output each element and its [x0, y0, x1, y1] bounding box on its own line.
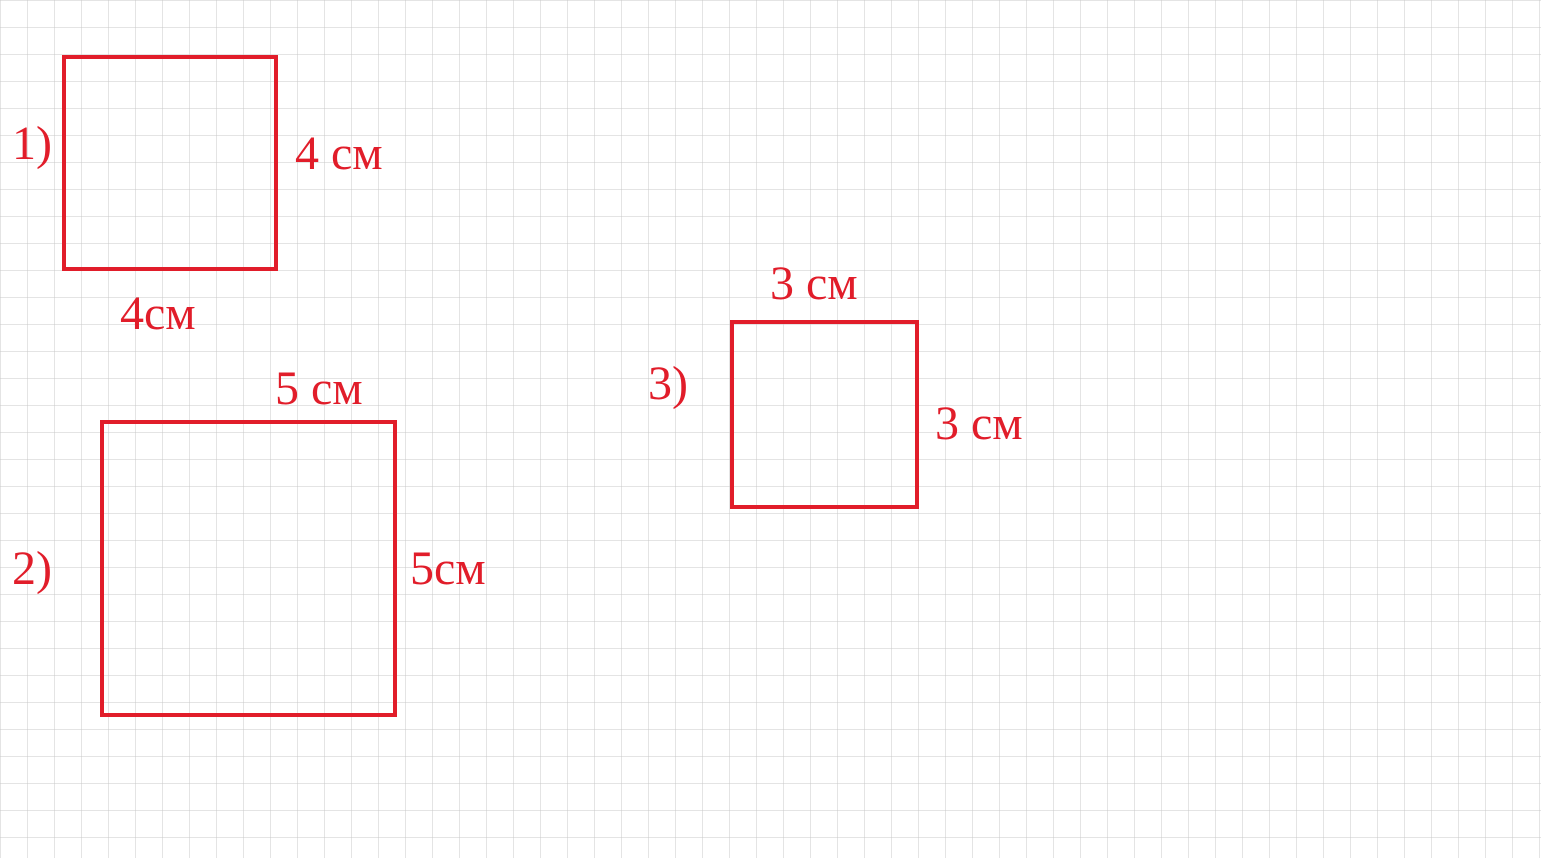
square-1-bottom-dimension: 4см: [120, 290, 196, 338]
square-3: [730, 320, 919, 509]
square-2-right-dimension: 5см: [410, 545, 486, 593]
square-2: [100, 420, 397, 717]
drawing-canvas: 1) 4 см 4см 2) 5 см 5см 3) 3 см 3 см: [0, 0, 1541, 858]
square-2-index-label: 2): [12, 545, 52, 593]
square-3-index-label: 3): [648, 360, 688, 408]
square-2-top-dimension: 5 см: [275, 365, 363, 413]
square-1-right-dimension: 4 см: [295, 130, 383, 178]
square-1-index-label: 1): [12, 120, 52, 168]
square-3-top-dimension: 3 см: [770, 260, 858, 308]
square-3-right-dimension: 3 см: [935, 400, 1023, 448]
square-1: [62, 55, 278, 271]
